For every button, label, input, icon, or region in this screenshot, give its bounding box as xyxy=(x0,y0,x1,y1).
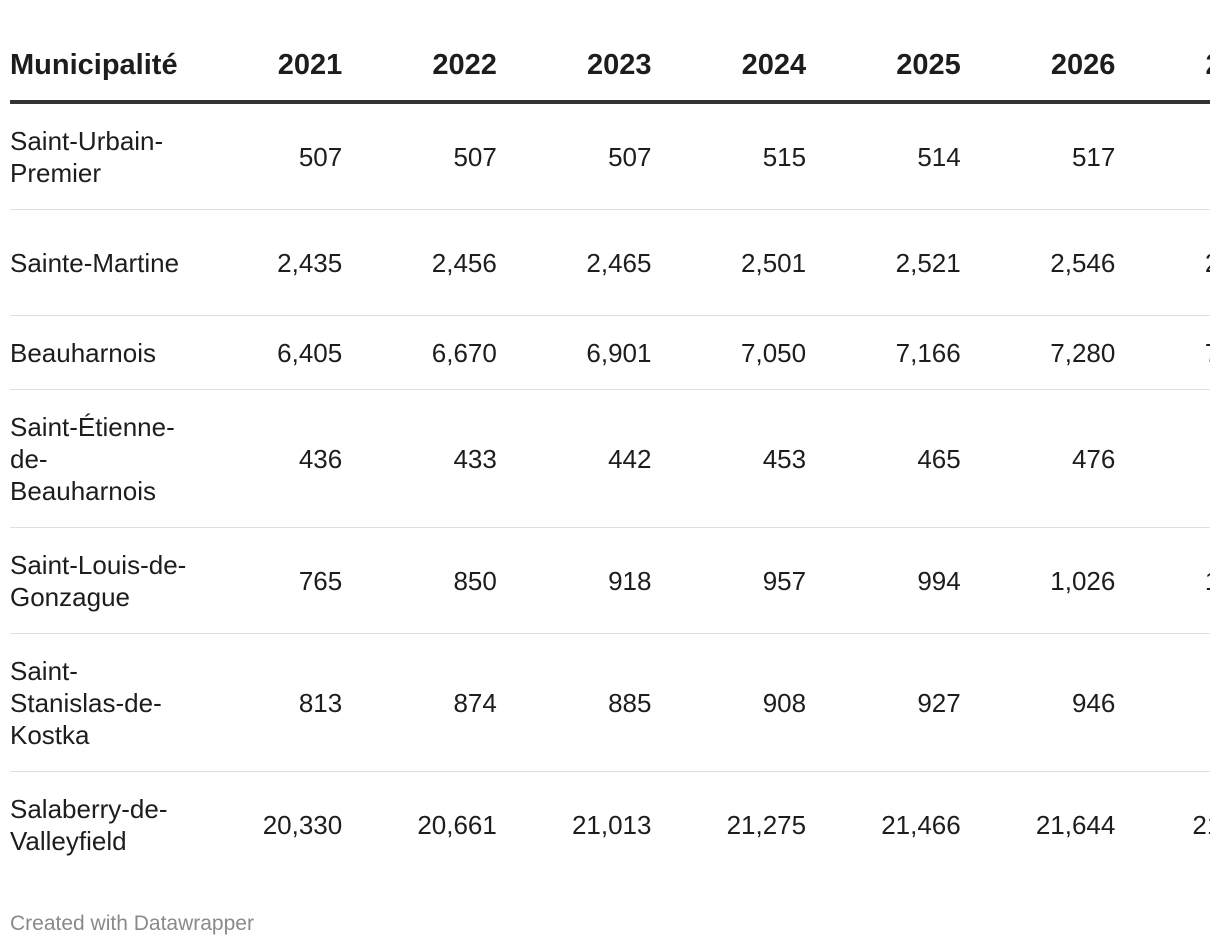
table-row: Saint-Stanislas-de-Kostka 813 874 885 90… xyxy=(10,633,1210,772)
table-row: Saint-Urbain-Premier 507 507 507 515 514… xyxy=(10,102,1210,210)
table-row: Saint-Étienne-de-Beauharnois 436 433 442… xyxy=(10,389,1210,528)
value-cell: 6,670 xyxy=(342,315,497,390)
value-cell: 517 xyxy=(960,102,1116,210)
value-cell: 436 xyxy=(187,389,343,528)
value-cell: 21,275 xyxy=(726,810,807,840)
value-cell: 885 xyxy=(496,633,652,772)
value-cell: 765 xyxy=(187,527,343,634)
municipality-cell: Beauharnois xyxy=(10,315,188,390)
municipality-cell: Saint-Étienne-de-Beauharnois xyxy=(10,389,188,528)
value-cell: 6,901 xyxy=(496,315,652,390)
value-cell: 2,465 xyxy=(496,209,652,316)
table-row: Salaberry-de-Valleyfield 20,330 20,661 2… xyxy=(10,772,1210,879)
municipality-cell: Saint-Louis-de-Gonzague xyxy=(10,527,188,634)
value-cell: 21,811 xyxy=(1192,810,1210,840)
value-cell: 918 xyxy=(496,527,652,634)
column-header-2027[interactable]: 2027 xyxy=(1115,0,1210,104)
value-cell: 2,456 xyxy=(342,209,497,316)
column-header-2021[interactable]: 2021 xyxy=(187,0,343,104)
data-table-container: Municipalité 2021 2022 2023 2024 2025 20… xyxy=(10,0,1210,878)
value-cell: 442 xyxy=(496,389,652,528)
column-header-2022[interactable]: 2022 xyxy=(342,0,497,104)
value-cell: 2,521 xyxy=(806,209,961,316)
value-cell: 2,501 xyxy=(651,209,807,316)
value-cell: 6,405 xyxy=(187,315,343,390)
column-header-2026[interactable]: 2026 xyxy=(960,0,1116,104)
value-cell: 514 xyxy=(806,102,961,210)
value-cell: 21,013 xyxy=(571,810,652,840)
value-cell: 813 xyxy=(187,633,343,772)
header-row: Municipalité 2021 2022 2023 2024 2025 20… xyxy=(10,0,1210,104)
value-cell: 7,280 xyxy=(960,315,1116,390)
value-cell: 476 xyxy=(960,389,1116,528)
value-cell: 433 xyxy=(342,389,497,528)
value-cell: 2,572 xyxy=(1115,209,1210,316)
value-cell: 7,050 xyxy=(651,315,807,390)
column-header-municipality[interactable]: Municipalité xyxy=(10,0,188,104)
value-cell: 515 xyxy=(651,102,807,210)
value-cell: 970 xyxy=(1115,633,1210,772)
value-cell: 1,065 xyxy=(1115,527,1210,634)
value-cell: 21,466 xyxy=(881,810,961,840)
value-cell: 507 xyxy=(342,102,497,210)
value-cell: 465 xyxy=(806,389,961,528)
column-header-2023[interactable]: 2023 xyxy=(496,0,652,104)
value-cell: 521 xyxy=(1115,102,1210,210)
value-cell: 2,435 xyxy=(187,209,343,316)
value-cell: 874 xyxy=(342,633,497,772)
value-cell: 2,546 xyxy=(960,209,1116,316)
municipality-cell: Saint-Urbain-Premier xyxy=(10,102,188,210)
table-row: Saint-Louis-de-Gonzague 765 850 918 957 … xyxy=(10,527,1210,634)
value-cell: 507 xyxy=(187,102,343,210)
value-cell: 946 xyxy=(960,633,1116,772)
value-cell: 486 xyxy=(1115,389,1210,528)
column-header-2024[interactable]: 2024 xyxy=(651,0,807,104)
value-cell: 7,166 xyxy=(806,315,961,390)
value-cell: 927 xyxy=(806,633,961,772)
population-table: Municipalité 2021 2022 2023 2024 2025 20… xyxy=(10,0,1210,878)
municipality-cell: Saint-Stanislas-de-Kostka xyxy=(10,633,188,772)
municipality-cell: Salaberry-de-Valleyfield xyxy=(10,794,168,856)
value-cell: 994 xyxy=(806,527,961,634)
table-row: Beauharnois 6,405 6,670 6,901 7,050 7,16… xyxy=(10,315,1210,390)
value-cell: 21,644 xyxy=(1035,810,1116,840)
column-header-2025[interactable]: 2025 xyxy=(806,0,961,104)
table-row: Sainte-Martine 2,435 2,456 2,465 2,501 2… xyxy=(10,209,1210,316)
value-cell: 850 xyxy=(342,527,497,634)
municipality-cell: Sainte-Martine xyxy=(10,209,188,316)
value-cell: 20,661 xyxy=(417,810,497,840)
value-cell: 507 xyxy=(496,102,652,210)
value-cell: 957 xyxy=(651,527,807,634)
value-cell: 1,026 xyxy=(960,527,1116,634)
value-cell: 908 xyxy=(651,633,807,772)
datawrapper-credit[interactable]: Created with Datawrapper xyxy=(10,912,254,935)
value-cell: 7,395 xyxy=(1115,315,1210,390)
value-cell: 453 xyxy=(651,389,807,528)
value-cell: 20,330 xyxy=(262,810,343,840)
